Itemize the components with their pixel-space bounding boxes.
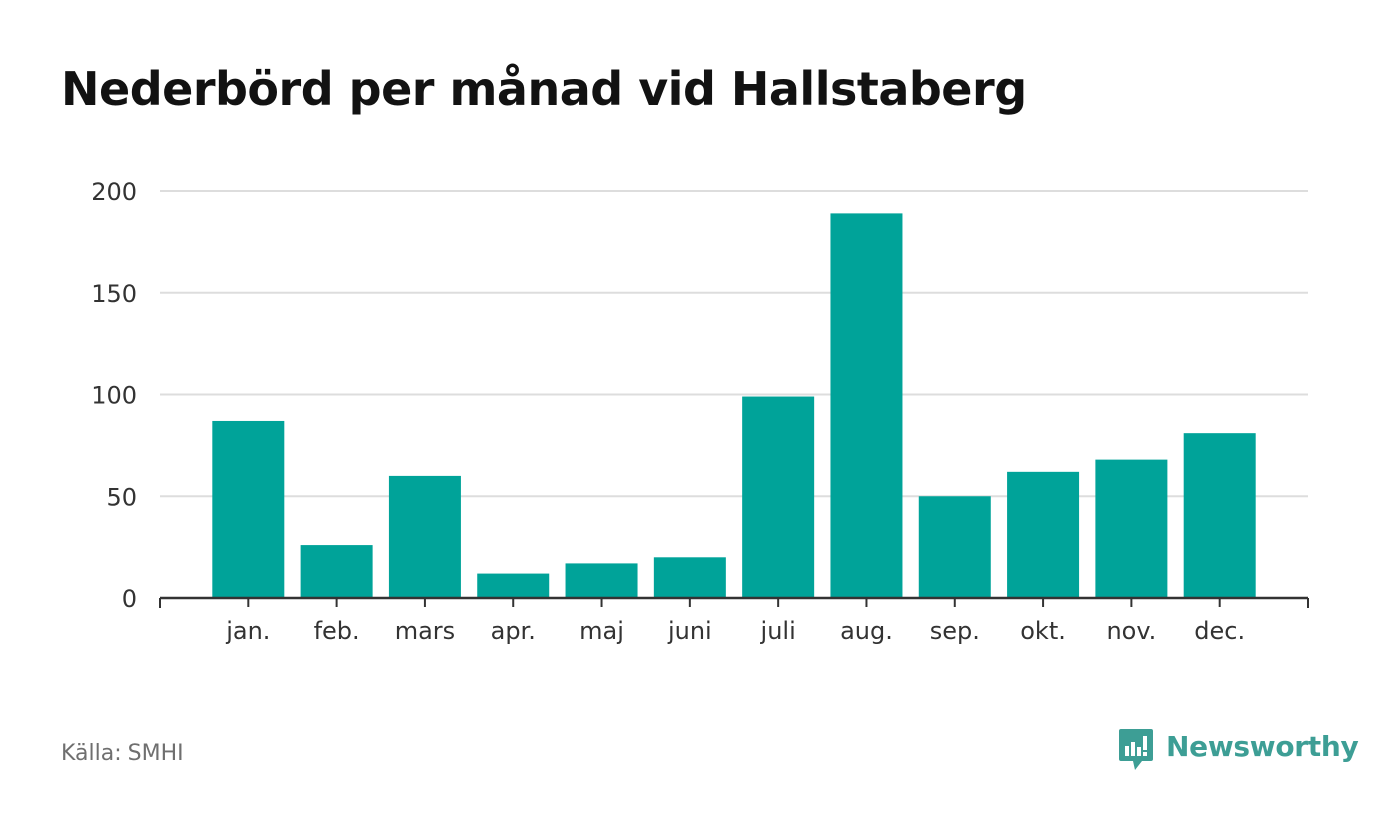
x-tick-label: nov. <box>1106 617 1156 645</box>
bar <box>212 420 285 598</box>
source-label: Källa: <box>61 741 122 766</box>
x-tick-label: apr. <box>491 617 536 645</box>
y-tick-label: 100 <box>91 382 137 410</box>
x-tick-label: jan. <box>225 617 270 645</box>
y-tick-label: 50 <box>106 483 137 511</box>
x-tick-label: okt. <box>1020 617 1066 645</box>
source-value: SMHI <box>127 741 184 766</box>
y-axis-tick-labels: 0 50 100 150 200 <box>91 178 137 613</box>
x-tick-label: feb. <box>314 617 360 645</box>
bar <box>388 475 461 598</box>
chart-title: Nederbörd per månad vid Hallstaberg <box>61 62 1027 116</box>
bar <box>653 557 726 598</box>
x-tick-label: maj <box>579 617 624 645</box>
x-tick-label: dec. <box>1194 617 1245 645</box>
bar-chart: 0 50 100 150 200 jan. feb. mars apr. maj juni juli… <box>91 178 1309 645</box>
bar <box>565 563 638 598</box>
brand-name: Newsworthy <box>1166 729 1359 763</box>
bar <box>742 396 815 598</box>
bar <box>1095 459 1168 598</box>
x-tick-label: mars <box>395 617 455 645</box>
brand-logo: Newsworthy <box>1118 728 1359 772</box>
grid-lines <box>160 190 1308 498</box>
x-tick-label: juli <box>760 617 796 645</box>
source-note: Källa: SMHI <box>61 741 184 766</box>
x-tick-label: sep. <box>930 617 980 645</box>
x-axis-tick-labels: jan. feb. mars apr. maj juni juli aug. sep. okt. n… <box>225 617 1245 645</box>
bar <box>477 573 550 598</box>
y-tick-label: 0 <box>122 585 137 613</box>
newsworthy-logo-icon <box>1119 729 1153 770</box>
bar <box>918 496 991 598</box>
bar <box>1007 471 1080 598</box>
bars <box>212 213 1256 598</box>
x-tick-label: juni <box>667 617 712 645</box>
bar <box>830 213 903 598</box>
x-axis <box>159 596 1309 608</box>
y-tick-label: 150 <box>91 280 137 308</box>
y-tick-label: 200 <box>91 178 137 206</box>
bar <box>1183 433 1256 598</box>
x-tick-label: aug. <box>840 617 893 645</box>
bar <box>300 545 373 598</box>
